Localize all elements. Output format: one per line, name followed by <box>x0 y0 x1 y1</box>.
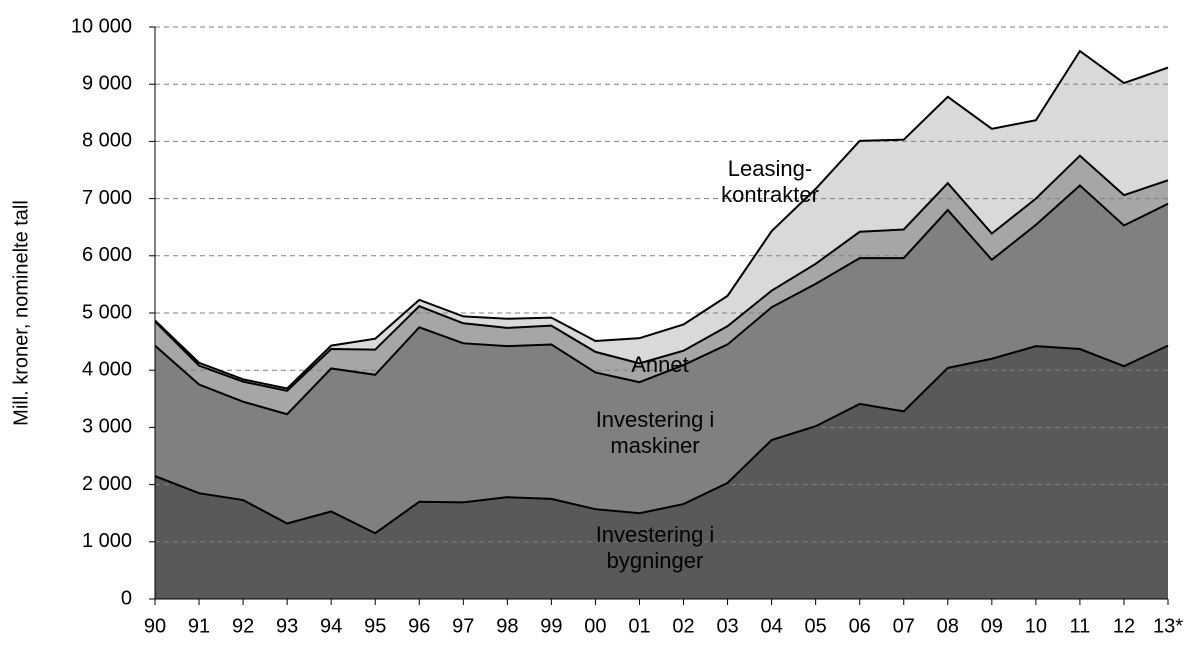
y-tick-label: 3 000 <box>82 416 132 438</box>
area-outline <box>154 154 1169 392</box>
area <box>155 345 1168 599</box>
x-tick-label: 09 <box>981 615 1003 637</box>
area-outline <box>154 344 1169 535</box>
x-tick-label: 95 <box>364 615 386 637</box>
x-tick-label: 01 <box>628 615 650 637</box>
x-tick-label: 94 <box>320 615 342 637</box>
y-tick-label: 6 000 <box>82 244 132 266</box>
x-tick-label: 91 <box>188 615 210 637</box>
series-label: Leasing-kontrakter <box>721 156 819 207</box>
x-tick-label: 99 <box>540 615 562 637</box>
y-tick-label: 1 000 <box>82 530 132 552</box>
x-tick-label: 96 <box>408 615 430 637</box>
y-tick-label: 9 000 <box>82 72 132 94</box>
series-label: Investering i maskiner <box>595 407 715 458</box>
x-tick-label: 08 <box>937 615 959 637</box>
y-tick-label: 2 000 <box>82 473 132 495</box>
x-tick-label: 04 <box>760 615 782 637</box>
area-outline <box>154 184 1169 416</box>
y-tick-label: 5 000 <box>82 301 132 323</box>
x-tick-label: 13* <box>1153 615 1183 637</box>
series-label: Investering i bygninger <box>595 522 715 573</box>
x-tick-label: 12 <box>1113 615 1135 637</box>
area <box>155 155 1168 415</box>
x-tick-label: 03 <box>716 615 738 637</box>
x-tick-label: 93 <box>276 615 298 637</box>
y-axis-label: Mill. kroner, nominelte tall <box>10 200 32 426</box>
area-outline <box>154 49 1169 390</box>
x-tick-label: 97 <box>452 615 474 637</box>
x-tick-label: 98 <box>496 615 518 637</box>
x-tick-label: 90 <box>144 615 166 637</box>
y-tick-label: 10 000 <box>71 15 132 37</box>
y-tick-label: 4 000 <box>82 358 132 380</box>
x-tick-label: 00 <box>584 615 606 637</box>
x-tick-label: 92 <box>232 615 254 637</box>
y-tick-label: 8 000 <box>82 130 132 152</box>
y-tick-label: 7 000 <box>82 187 132 209</box>
area <box>155 51 1168 391</box>
x-tick-label: 06 <box>849 615 871 637</box>
x-tick-label: 11 <box>1070 615 1091 637</box>
x-tick-label: 10 <box>1025 615 1047 637</box>
series-label: Annet <box>631 352 689 377</box>
y-tick-label: 0 <box>121 587 132 609</box>
x-tick-label: 07 <box>893 615 915 637</box>
x-tick-label: 02 <box>672 615 694 637</box>
x-tick-label: 05 <box>805 615 827 637</box>
area <box>155 185 1168 534</box>
